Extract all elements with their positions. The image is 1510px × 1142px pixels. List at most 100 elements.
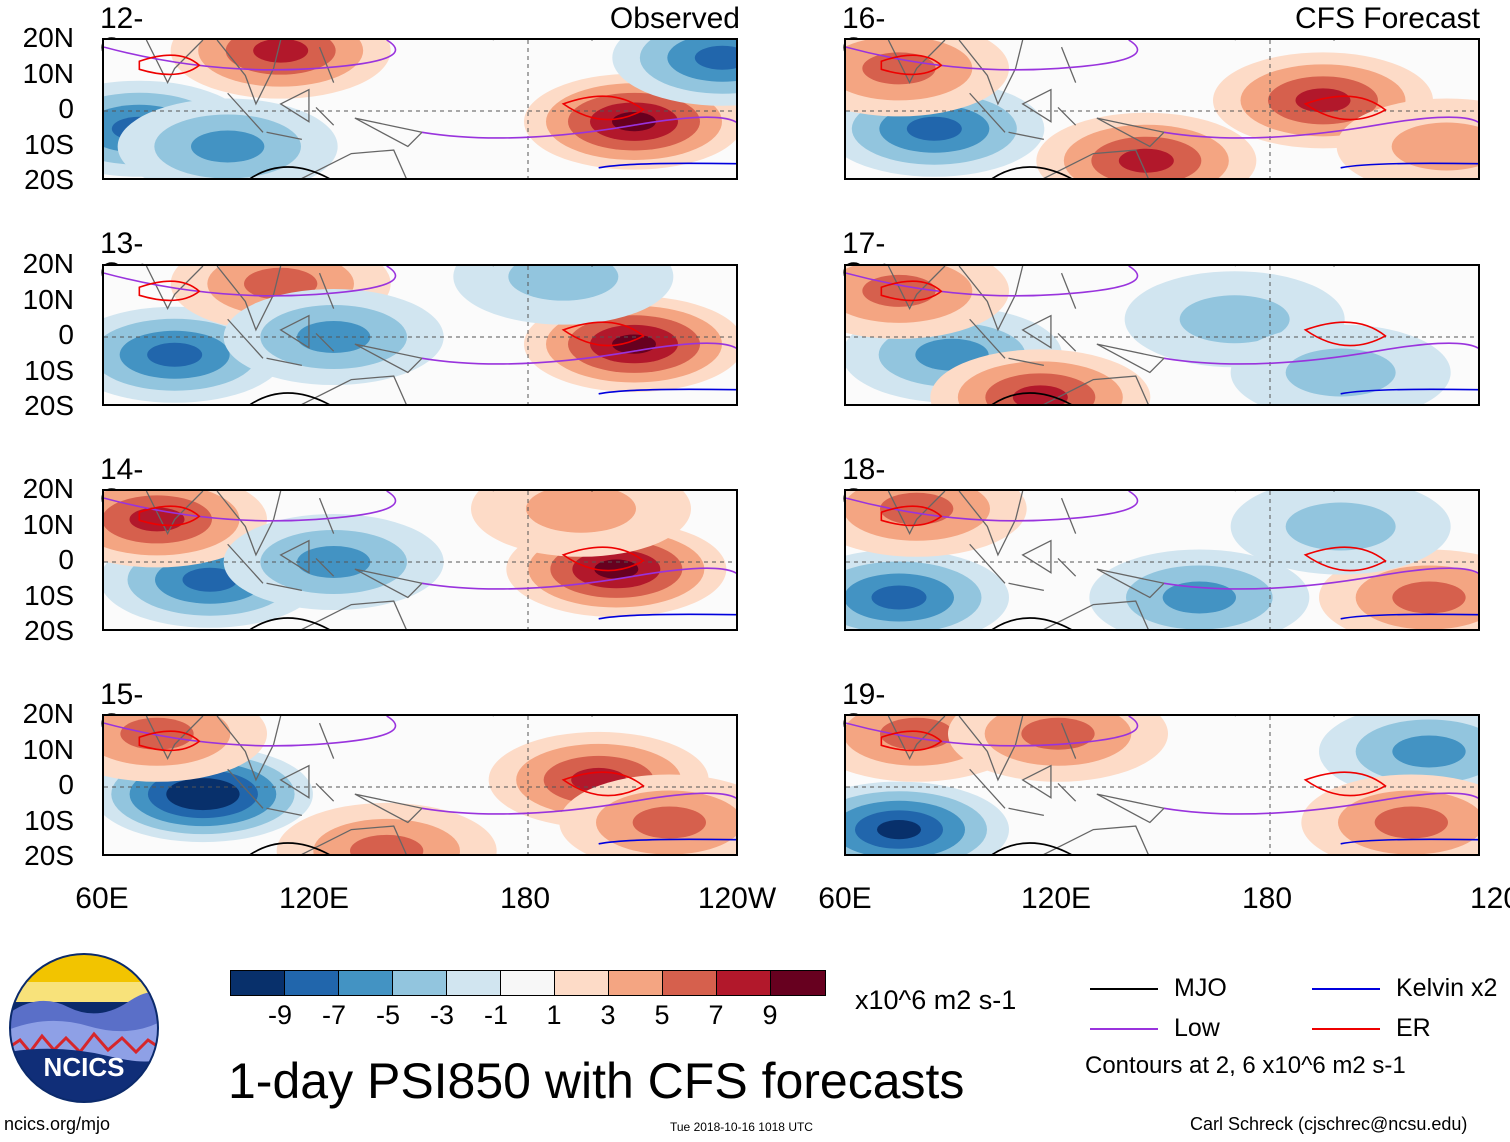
er-contour [880, 730, 1387, 797]
anomaly-blob-0-level-5 [184, 786, 222, 803]
legend-er-label: ER [1396, 1014, 1431, 1042]
anomaly-blob-1-level-2 [191, 130, 265, 163]
colorbar-cell [501, 971, 555, 995]
colorbar-tick-label: 7 [708, 1000, 724, 1030]
colorbar-cell [393, 971, 447, 995]
map-panel-18-oct [844, 489, 1480, 631]
er-contour [138, 730, 645, 797]
lat-label: 0 [58, 769, 74, 800]
lat-label: 10S [24, 579, 74, 611]
anomaly-blob-4-level-1 [1391, 122, 1478, 171]
colorbar-cell [771, 971, 825, 995]
colorbar-tick-label: -7 [321, 1000, 347, 1030]
anomaly-blob-2-level-2 [350, 834, 424, 854]
lon-label-120w: 120W [1470, 882, 1510, 915]
anomaly-blob-0-level-3 [871, 585, 927, 610]
legend-low-label: Low [1174, 1014, 1220, 1042]
legend-er-line [1312, 1027, 1380, 1030]
footer-author: Carl Schreck (cjschrec@ncsu.edu) [1190, 1114, 1468, 1134]
mjo-contour [249, 491, 593, 629]
low-contour [846, 716, 1478, 815]
er-contour [880, 280, 1387, 347]
mjo-contour [991, 266, 1335, 404]
legend-mjo: MJO [1090, 974, 1227, 1003]
colorbar-cell [339, 971, 393, 995]
logo-text: NCICS [44, 1052, 125, 1082]
footer-timestamp: Tue 2018-10-16 1018 UTC [670, 1120, 813, 1134]
colorbar [230, 970, 826, 996]
cfs-forecast-label: CFS Forecast [1294, 2, 1480, 35]
lon-label-120e: 120E [278, 882, 350, 915]
anomaly-blob-4-level-2 [632, 806, 706, 839]
anomaly-blob-4-level-2 [1374, 806, 1448, 839]
coastline [887, 40, 1166, 178]
anomaly-blob-1-level-2 [120, 717, 194, 750]
coastline [887, 491, 1166, 629]
mjo-contour [991, 491, 1335, 629]
observed-label: Observed [609, 2, 740, 35]
kelvin-contour [598, 162, 736, 169]
anomaly-blob-2-level-2 [1021, 717, 1095, 750]
mjo-contour [991, 40, 1335, 178]
anomaly-blob-4-level-1 [508, 266, 619, 301]
anomaly-blob-3-level-4 [594, 559, 639, 579]
lon-label-180: 180 [499, 882, 551, 915]
mjo-contour [249, 40, 593, 178]
page-title: 1-day PSI850 with CFS forecasts [228, 1053, 965, 1109]
coastline [145, 491, 424, 629]
map-panel-12-oct [102, 38, 738, 180]
lon-label-120w: 120W [697, 882, 777, 915]
anomaly-blob-1-level-2 [862, 274, 936, 307]
er-contour [138, 54, 645, 121]
map-panel-13-oct [102, 264, 738, 406]
lat-label: 20N [22, 248, 74, 279]
coastline [887, 716, 1166, 854]
colorbar-cell [447, 971, 501, 995]
mjo-contour [249, 716, 593, 854]
anomaly-blob-3-level-2 [1392, 735, 1466, 768]
low-contour [846, 491, 1478, 590]
legend-low: Low [1090, 1014, 1220, 1043]
kelvin-contour [1340, 613, 1478, 620]
legend-kelvin-line [1312, 987, 1380, 990]
kelvin-contour [598, 838, 736, 845]
legend-kelvin-label: Kelvin x2 [1396, 974, 1498, 1002]
map-panel-16-oct [844, 38, 1480, 180]
kelvin-contour [1340, 388, 1478, 395]
map-panel-19-oct [844, 714, 1480, 856]
heatmap [104, 266, 736, 404]
colorbar-cell [285, 971, 339, 995]
mjo-contour [991, 716, 1335, 854]
coastline [145, 716, 424, 854]
colorbar-tick-label: -1 [483, 1000, 509, 1030]
anomaly-blob-4-level-1 [1285, 502, 1396, 551]
coastline [887, 266, 1166, 404]
anomaly-blob-3-level-3 [1295, 88, 1351, 113]
colorbar-cell [663, 971, 717, 995]
coastline [145, 40, 424, 178]
lat-label: 10S [24, 128, 74, 160]
anomaly-blob-4-level-1 [1285, 348, 1396, 397]
low-contour [104, 491, 736, 590]
lat-label: 10S [24, 354, 74, 386]
colorbar-tick-label: 3 [600, 1000, 616, 1030]
heatmap [104, 716, 736, 854]
heatmap [846, 716, 1478, 854]
lat-label: 10N [22, 733, 74, 765]
footer-url: ncics.org/mjo [4, 1114, 111, 1134]
heatmap [104, 491, 736, 629]
anomaly-blob-2-level-2 [1162, 581, 1236, 614]
lon-label-180: 180 [1241, 882, 1293, 915]
lat-label: 0 [58, 544, 74, 575]
lat-label: 10N [22, 283, 74, 315]
lon-label-60e: 60E [818, 882, 872, 915]
colorbar-tick-label: 1 [546, 1000, 562, 1030]
er-contour [138, 505, 645, 572]
colorbar-cell [717, 971, 771, 995]
anomaly-blob-0-level-4 [877, 820, 921, 840]
er-contour [880, 505, 1387, 572]
colorbar-cell [609, 971, 663, 995]
coastline [145, 266, 424, 404]
low-contour [104, 716, 736, 815]
heatmap [846, 40, 1478, 178]
